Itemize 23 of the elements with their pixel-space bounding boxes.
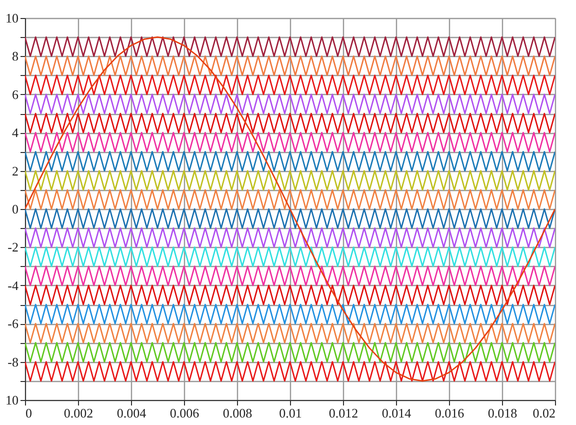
y-tick-label: 0 — [12, 202, 18, 216]
y-tick-label: 2 — [12, 163, 18, 178]
x-tick-label: 0.012 — [328, 406, 358, 420]
y-tick-label: 10 — [6, 392, 18, 408]
y-tick-label: 8 — [12, 48, 18, 64]
y-tick-label: -6 — [8, 316, 19, 332]
y-tick-label: 10 — [6, 10, 18, 26]
y-tick-label: 4 — [12, 125, 19, 140]
x-tick-label: 0.016 — [434, 406, 465, 420]
y-tick-label: -2 — [8, 240, 18, 255]
y-tick-label: -8 — [8, 354, 18, 370]
x-tick-label: 0.006 — [170, 406, 200, 420]
x-tick-label: 0 — [26, 406, 32, 420]
x-tick-label: 0.01 — [279, 406, 302, 420]
y-tick-label: -4 — [8, 278, 19, 293]
x-tick-label: 0.002 — [64, 406, 94, 420]
line-series — [25, 36, 555, 382]
y-tick-label: 6 — [12, 86, 19, 102]
x-tick-label: 0.008 — [222, 406, 252, 420]
x-tick-label: 0.02 — [532, 406, 556, 420]
x-tick-label: 0.018 — [488, 406, 518, 420]
x-tick-label: 0.014 — [382, 406, 412, 420]
x-tick-label: 0.004 — [116, 406, 147, 420]
